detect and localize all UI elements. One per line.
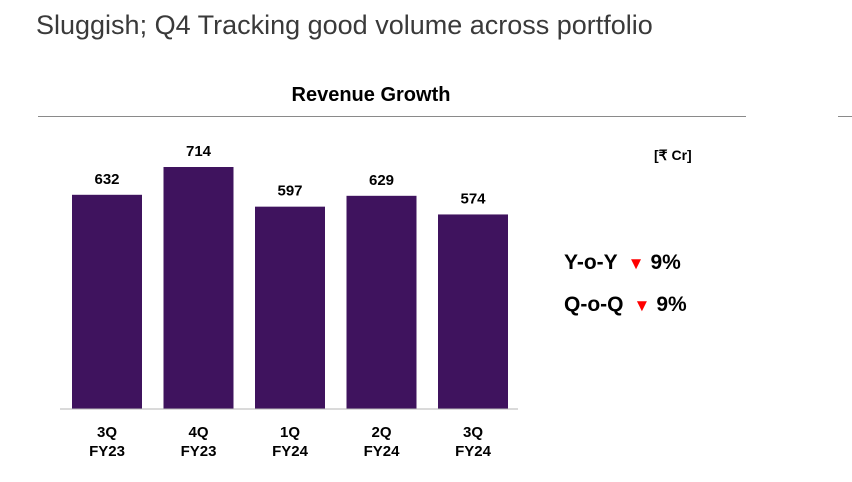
bar-0: [72, 194, 142, 409]
down-arrow-icon: ▼: [627, 254, 645, 273]
bar-4: [438, 214, 508, 409]
chart-title: Revenue Growth: [291, 84, 451, 106]
category-year-label: FY24: [455, 443, 492, 460]
qoq-metric: Q-o-Q ▼ 9%: [564, 293, 687, 317]
category-quarter-label: 3Q: [463, 424, 483, 441]
qoq-value: 9%: [656, 293, 687, 316]
down-arrow-icon: ▼: [633, 296, 651, 315]
yoy-label: Y-o-Y: [564, 251, 618, 274]
yoy-metric: Y-o-Y ▼ 9%: [564, 251, 681, 275]
category-quarter-label: 3Q: [97, 424, 117, 441]
bar-value-label: 714: [186, 143, 212, 160]
side-divider: [838, 116, 852, 117]
title-divider: [38, 116, 746, 117]
bar-1: [163, 167, 234, 409]
unit-label: [₹ Cr]: [654, 147, 692, 163]
category-year-label: FY23: [89, 443, 125, 460]
category-year-label: FY24: [272, 443, 309, 460]
category-quarter-label: 4Q: [188, 424, 208, 441]
bar-value-label: 629: [369, 172, 394, 189]
bar-3: [346, 195, 417, 409]
qoq-label: Q-o-Q: [564, 293, 624, 316]
bar-value-label: 597: [277, 183, 302, 200]
page-headline: Sluggish; Q4 Tracking good volume across…: [36, 10, 653, 40]
bar-value-label: 632: [94, 171, 119, 188]
category-year-label: FY23: [181, 443, 217, 460]
category-year-label: FY24: [364, 443, 401, 460]
category-quarter-label: 2Q: [371, 424, 391, 441]
yoy-value: 9%: [650, 251, 681, 274]
category-quarter-label: 1Q: [280, 424, 300, 441]
bar-2: [255, 206, 325, 409]
bar-value-label: 574: [460, 190, 486, 207]
